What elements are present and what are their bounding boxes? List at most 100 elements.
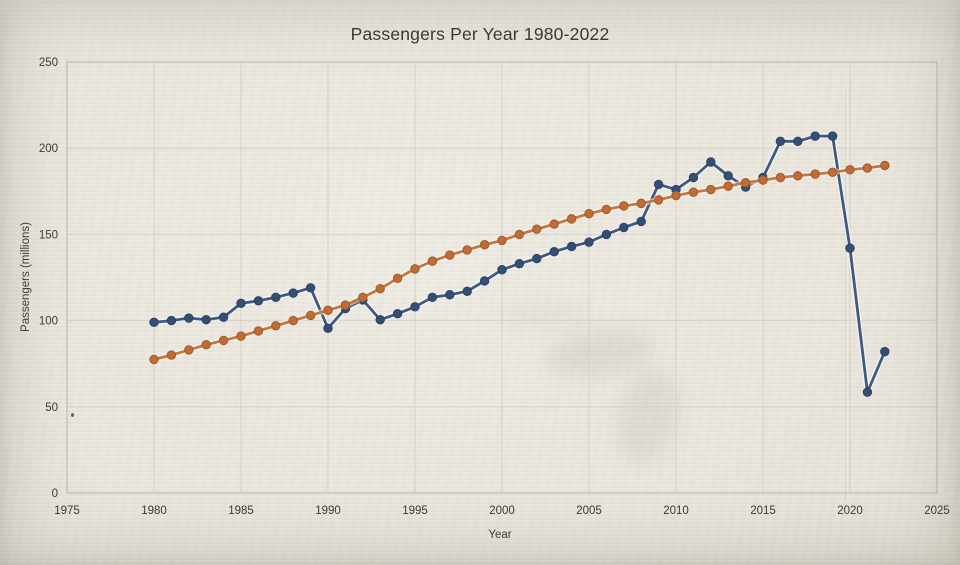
data-point — [201, 315, 211, 325]
data-point — [723, 171, 733, 181]
data-point — [862, 163, 873, 173]
data-point — [479, 240, 490, 250]
data-point — [619, 222, 629, 233]
data-point — [184, 313, 194, 323]
data-point — [427, 292, 438, 303]
data-point — [601, 229, 612, 240]
data-point — [706, 184, 716, 195]
data-point — [566, 241, 577, 252]
data-point — [671, 190, 681, 201]
series-trend-orange — [149, 160, 890, 365]
data-point — [462, 286, 472, 296]
data-point — [340, 300, 351, 310]
x-axis-title: Year — [488, 529, 512, 541]
data-point — [793, 171, 803, 181]
data-point — [253, 296, 264, 306]
y-tick-label: 100 — [39, 316, 58, 328]
y-tick-label: 0 — [52, 488, 58, 500]
x-tick-label: 1985 — [228, 505, 254, 517]
data-point — [375, 315, 385, 325]
data-point — [166, 350, 177, 360]
data-point — [323, 305, 333, 315]
x-tick-label: 1995 — [402, 505, 428, 517]
data-point — [775, 136, 786, 147]
data-point — [619, 201, 629, 211]
data-point — [775, 172, 786, 183]
data-point — [166, 315, 177, 326]
data-point — [584, 237, 594, 247]
x-tick-label: 2005 — [576, 505, 602, 517]
x-tick-label: 2015 — [750, 505, 776, 517]
data-point — [149, 354, 159, 365]
x-tick-label: 2020 — [837, 505, 863, 517]
data-point — [445, 250, 455, 260]
data-point — [288, 288, 298, 298]
data-point — [410, 302, 420, 312]
data-point — [271, 292, 281, 303]
data-point — [375, 284, 385, 294]
data-point — [479, 276, 490, 286]
data-point — [305, 283, 316, 293]
data-point — [862, 387, 873, 397]
data-point — [845, 165, 855, 175]
data-point — [706, 157, 716, 167]
data-point — [740, 177, 751, 188]
data-point — [323, 323, 333, 334]
x-tick-label: 1990 — [315, 505, 341, 517]
data-point — [688, 172, 699, 183]
y-tick-label: 200 — [39, 143, 58, 155]
paper-smudge — [498, 300, 588, 330]
data-point — [566, 214, 577, 224]
data-point — [810, 131, 820, 141]
data-point — [305, 310, 316, 321]
data-point — [149, 317, 159, 328]
data-point — [462, 245, 472, 255]
data-point — [184, 345, 194, 355]
photo-highlight — [0, 0, 960, 16]
data-point — [427, 256, 438, 266]
data-point — [532, 253, 542, 264]
plot-border — [66, 61, 938, 494]
data-point — [723, 181, 733, 191]
x-tick-label: 1980 — [141, 505, 167, 517]
data-point — [653, 195, 664, 205]
data-point — [201, 340, 211, 350]
paper-speck — [71, 413, 74, 417]
data-point — [445, 290, 455, 300]
data-point — [410, 264, 420, 274]
data-point — [392, 309, 403, 319]
data-point — [880, 346, 890, 357]
data-point — [497, 235, 507, 246]
data-point — [514, 229, 525, 240]
data-point — [636, 198, 646, 209]
data-point — [236, 298, 246, 309]
data-point — [688, 187, 699, 197]
data-point — [758, 175, 768, 185]
data-point — [514, 259, 525, 269]
data-point — [880, 160, 890, 171]
data-point — [218, 335, 229, 346]
data-point — [236, 331, 246, 341]
data-point — [653, 179, 664, 190]
x-tick-label: 2010 — [663, 505, 689, 517]
x-tick-label: 2025 — [924, 505, 950, 517]
data-point — [271, 321, 281, 331]
data-point — [636, 216, 646, 227]
x-tick-label: 1975 — [54, 505, 80, 517]
data-point — [532, 224, 542, 234]
data-point — [358, 292, 368, 303]
data-point — [288, 315, 298, 326]
y-tick-label: 150 — [39, 229, 58, 241]
y-tick-label: 250 — [39, 57, 58, 69]
data-point — [549, 219, 559, 229]
chart-title: Passengers Per Year 1980-2022 — [350, 24, 610, 44]
data-point — [253, 326, 264, 336]
data-point — [845, 243, 855, 253]
data-point — [549, 246, 559, 257]
tick-labels: 0 50 100 150 200 250 1975 1980 1985 1990 1995 2000 2… — [39, 57, 950, 517]
data-point — [827, 131, 838, 141]
data-point — [827, 167, 838, 178]
